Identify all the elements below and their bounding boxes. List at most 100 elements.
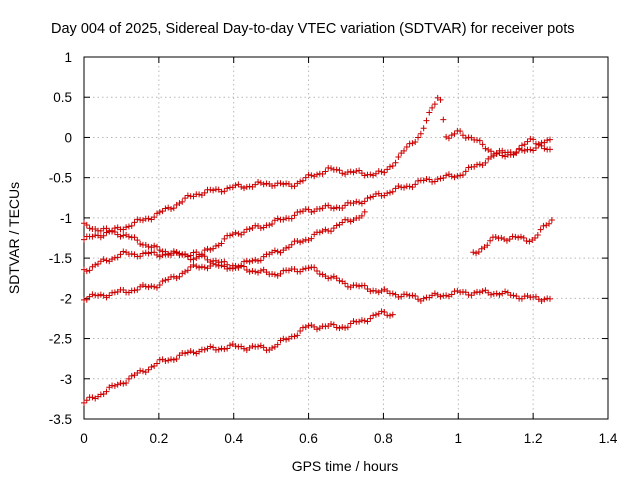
data-point <box>109 256 116 263</box>
data-point <box>344 217 351 224</box>
data-point <box>540 222 547 229</box>
data-point <box>462 289 469 296</box>
data-point <box>280 181 287 188</box>
data-point <box>145 243 152 250</box>
data-point <box>274 341 281 348</box>
data-point <box>492 234 499 241</box>
data-point <box>179 198 186 205</box>
data-point <box>221 188 228 195</box>
data-point <box>95 261 102 268</box>
y-tick-label: -1 <box>60 211 72 226</box>
data-point <box>496 149 503 156</box>
data-point <box>184 267 191 274</box>
data-point <box>389 162 396 169</box>
data-point <box>412 138 419 145</box>
y-tick-label: 0 <box>64 130 72 145</box>
data-point <box>97 291 104 298</box>
data-point <box>476 137 483 144</box>
data-point <box>462 168 469 175</box>
data-point <box>212 243 219 250</box>
x-tick-label: 0.6 <box>299 431 318 446</box>
data-point <box>299 177 306 184</box>
data-point <box>448 173 455 180</box>
data-point <box>249 267 256 274</box>
data-point <box>170 205 177 212</box>
data-point <box>95 292 102 299</box>
y-tick-label: -0.5 <box>49 171 72 186</box>
data-point <box>316 229 323 236</box>
y-tick-labels: 1 0.5 0 -0.5 -1 -1.5 -2 -2.5 -3 -3.5 <box>49 50 72 427</box>
data-point <box>401 184 408 191</box>
data-point <box>437 293 444 300</box>
data-point <box>389 188 396 195</box>
data-point <box>342 324 349 331</box>
data-point <box>210 260 217 267</box>
data-point <box>212 261 219 268</box>
data-point <box>395 183 402 190</box>
data-point <box>168 356 175 363</box>
data-point <box>482 145 489 152</box>
data-point <box>339 205 346 212</box>
data-point <box>215 262 222 269</box>
data-point <box>356 318 363 325</box>
data-point <box>266 222 273 229</box>
data-point <box>484 242 491 249</box>
data-point <box>156 253 163 260</box>
data-point <box>328 321 335 328</box>
data-point <box>131 219 138 226</box>
data-point <box>153 360 160 367</box>
data-point <box>170 273 177 280</box>
data-point <box>361 208 368 215</box>
data-point <box>476 289 483 296</box>
data-point <box>409 184 416 191</box>
data-point <box>229 231 236 238</box>
data-point <box>431 101 438 108</box>
y-axis-label: SDTVAR / TECUs <box>6 182 22 294</box>
data-point <box>201 264 208 271</box>
data-point <box>361 172 368 179</box>
data-point <box>328 274 335 281</box>
data-point <box>117 251 124 258</box>
data-point <box>459 171 466 178</box>
data-point <box>120 380 127 387</box>
data-point <box>131 234 138 241</box>
data-point <box>246 225 253 232</box>
data-point <box>543 222 550 229</box>
data-point <box>176 273 183 280</box>
data-point <box>532 293 539 300</box>
data-point <box>358 212 365 219</box>
series-arc-f <box>470 217 555 257</box>
data-point <box>86 267 93 274</box>
data-point <box>285 267 292 274</box>
data-point <box>159 208 166 215</box>
data-point <box>255 258 262 265</box>
data-point <box>364 195 371 202</box>
data-point <box>246 268 253 275</box>
series-arc-e <box>81 308 396 406</box>
data-point <box>353 282 360 289</box>
series-arc-b <box>81 136 553 263</box>
data-point <box>546 136 553 143</box>
data-point <box>347 168 354 175</box>
data-point <box>361 282 368 289</box>
data-point <box>252 181 259 188</box>
data-point <box>277 180 284 187</box>
data-point <box>412 293 419 300</box>
data-point <box>294 238 301 245</box>
data-point <box>215 346 222 353</box>
data-point <box>201 189 208 196</box>
data-point <box>322 226 329 233</box>
data-point <box>339 170 346 177</box>
data-point <box>506 236 513 243</box>
data-point <box>372 311 379 318</box>
data-point <box>238 183 245 190</box>
data-point <box>187 348 194 355</box>
data-point <box>384 312 391 319</box>
data-point <box>462 134 469 141</box>
data-point <box>184 253 191 260</box>
data-point <box>221 235 228 242</box>
data-point <box>128 372 135 379</box>
data-point <box>541 145 548 152</box>
data-point <box>224 185 231 192</box>
data-point <box>409 292 416 299</box>
